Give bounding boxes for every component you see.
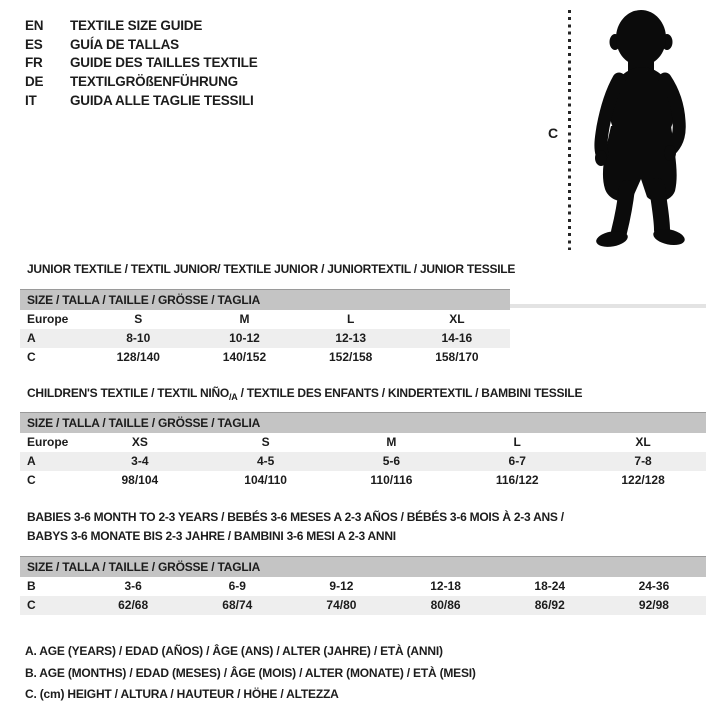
table-cell: M (386, 435, 397, 449)
table-cell: 12-18 (430, 579, 461, 593)
table-cell: 122/128 (621, 473, 665, 487)
table-cell: 128/140 (116, 350, 160, 364)
table-cell: 110/116 (370, 473, 413, 487)
table-cell: 6-7 (454, 451, 581, 471)
language-label: GUÍA DE TALLAS (70, 36, 179, 52)
height-dotted-line (568, 10, 571, 250)
table-cell: XL (635, 435, 651, 449)
language-code: EN (25, 18, 44, 33)
language-label: GUIDA ALLE TAGLIE TESSILI (70, 92, 254, 108)
babies-title-line2: BABYS 3-6 MONATE BIS 2-3 JAHRE / BAMBINI… (27, 529, 396, 543)
table-cell: 24-36 (638, 579, 670, 593)
table-cell: S (134, 312, 143, 326)
babies-table-title: BABIES 3-6 MONTH TO 2-3 YEARS / BEBÉS 3-… (27, 508, 564, 546)
language-label: TEXTILGRÖßENFÜHRUNG (70, 74, 238, 90)
babies-title-line1: BABIES 3-6 MONTH TO 2-3 YEARS / BEBÉS 3-… (27, 510, 564, 524)
junior-size-table: SIZE / TALLA / TAILLE / GRÖSSE / TAGLIA … (20, 289, 510, 367)
table-cell: 8-10 (85, 328, 192, 348)
table-cell: 6-9 (228, 579, 246, 593)
language-item: EN TEXTILE SIZE GUIDE (25, 17, 258, 36)
table-cell: S (261, 435, 270, 449)
table-cell: 116/122 (495, 473, 539, 487)
row-label: B (27, 579, 36, 593)
size-header-bar: SIZE / TALLA / TAILLE / GRÖSSE / TAGLIA (20, 412, 706, 433)
row-label: A (20, 451, 77, 471)
row-label: C (27, 473, 36, 487)
table-row: C 62/68 68/74 74/80 80/86 86/92 92/98 (20, 595, 706, 615)
children-title-subscript: /A (228, 391, 238, 402)
language-code: IT (25, 92, 37, 108)
junior-table-title: JUNIOR TEXTILE / TEXTIL JUNIOR/ TEXTILE … (27, 262, 516, 276)
table-cell: 152/158 (328, 350, 373, 364)
footnote-a: A. AGE (YEARS) / EDAD (AÑOS) / ÂGE (ANS)… (25, 644, 443, 658)
language-item: DE TEXTILGRÖßENFÜHRUNG (25, 73, 258, 92)
table-row: B 3-6 6-9 9-12 12-18 18-24 24-36 (20, 577, 706, 596)
language-code: FR (25, 55, 43, 71)
table-row: A 3-4 4-5 5-6 6-7 7-8 (20, 451, 706, 471)
height-marker-label: C (548, 125, 559, 141)
table-cell: 98/104 (121, 473, 159, 487)
language-item: ES GUÍA DE TALLAS (25, 36, 258, 55)
table-row: A 8-10 10-12 12-13 14-16 (20, 328, 510, 348)
table-cell: M (239, 312, 250, 326)
children-title-post: / TEXTILE DES ENFANTS / KINDERTEXTIL / B… (237, 386, 583, 400)
language-item: FR GUIDE DES TAILLES TEXTILE (25, 54, 258, 73)
row-label: C (20, 595, 82, 615)
table-cell: L (346, 312, 355, 326)
table-cell: 3-6 (124, 579, 142, 593)
table-row: Europe XS S M L XL (20, 433, 706, 452)
children-table-title: CHILDREN'S TEXTILE / TEXTIL NIÑO/A / TEX… (27, 386, 583, 402)
language-item: IT GUIDA ALLE TAGLIE TESSILI (25, 92, 258, 111)
row-label: Europe (27, 435, 69, 449)
table-row: C 98/104 104/110 110/116 116/122 122/128 (20, 471, 706, 490)
table-cell: 80/86 (393, 595, 498, 615)
row-label: Europe (27, 312, 69, 326)
babies-size-table: SIZE / TALLA / TAILLE / GRÖSSE / TAGLIA … (20, 556, 706, 615)
table-cell: 5-6 (328, 451, 455, 471)
language-label: TEXTILE SIZE GUIDE (70, 18, 203, 33)
table-row: C 128/140 140/152 152/158 158/170 (20, 348, 510, 367)
table-cell: 158/170 (435, 350, 479, 364)
toddler-silhouette-icon (594, 10, 686, 247)
table-cell: 104/110 (244, 473, 287, 487)
table-cell: 68/74 (185, 595, 290, 615)
table-cell: 140/152 (222, 350, 267, 364)
size-header-bar: SIZE / TALLA / TAILLE / GRÖSSE / TAGLIA (20, 556, 706, 577)
size-header-bar: SIZE / TALLA / TAILLE / GRÖSSE / TAGLIA (20, 289, 510, 310)
language-list: EN TEXTILE SIZE GUIDE ES GUÍA DE TALLAS … (25, 17, 258, 111)
children-title-pre: CHILDREN'S TEXTILE / TEXTIL NIÑO (27, 386, 229, 400)
footnote-b: B. AGE (MONTHS) / EDAD (MESES) / ÂGE (MO… (25, 665, 476, 680)
language-code: DE (25, 74, 44, 90)
row-label: A (20, 328, 86, 348)
table-cell: 74/80 (289, 595, 394, 615)
table-row: Europe S M L XL (20, 310, 510, 329)
footnotes: A. AGE (YEARS) / EDAD (AÑOS) / ÂGE (ANS)… (25, 641, 476, 706)
table-cell: 12-13 (297, 328, 404, 348)
table-cell: 62/68 (81, 595, 186, 615)
table-cell: 3-4 (76, 451, 203, 471)
table-cell: 9-12 (329, 579, 354, 593)
children-size-table: SIZE / TALLA / TAILLE / GRÖSSE / TAGLIA … (20, 412, 706, 490)
table-cell: 7-8 (580, 451, 706, 471)
table-cell: 10-12 (191, 328, 298, 348)
row-label: C (27, 350, 36, 364)
language-code: ES (25, 36, 43, 52)
footnote-c: C. (cm) HEIGHT / ALTURA / HAUTEUR / HÖHE… (25, 687, 339, 701)
table-cell: L (513, 435, 521, 449)
table-cell: 4-5 (202, 451, 329, 471)
table-cell: XL (449, 312, 465, 326)
table-cell: XS (131, 435, 148, 449)
table-cell: 92/98 (601, 595, 706, 615)
table-cell: 14-16 (403, 328, 510, 348)
table-cell: 86/92 (497, 595, 602, 615)
table-cell: 18-24 (534, 579, 566, 593)
language-label: GUIDE DES TAILLES TEXTILE (70, 55, 258, 71)
